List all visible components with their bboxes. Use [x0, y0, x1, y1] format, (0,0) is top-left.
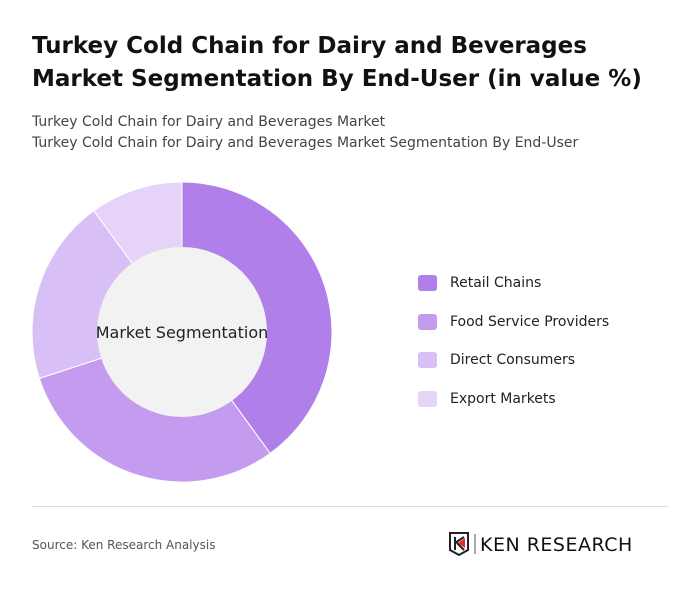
logo-text: KEN RESEARCH	[480, 534, 633, 556]
legend-item: Food Service Providers	[418, 303, 609, 342]
donut-chart: Market Segmentation	[31, 181, 333, 483]
chart-subtitle: Turkey Cold Chain for Dairy and Beverage…	[32, 114, 386, 130]
legend-item: Direct Consumers	[418, 341, 609, 380]
source-note: Source: Ken Research Analysis	[32, 538, 216, 552]
donut-hole	[97, 247, 267, 417]
chart-subtitle-2: Turkey Cold Chain for Dairy and Beverage…	[32, 135, 579, 151]
legend-label: Direct Consumers	[450, 352, 576, 369]
divider	[32, 506, 668, 507]
legend-swatch	[418, 313, 437, 330]
legend-item: Export Markets	[418, 380, 609, 419]
legend-label: Export Markets	[450, 390, 556, 407]
legend-swatch	[418, 275, 437, 292]
legend-item: Retail Chains	[418, 264, 609, 303]
legend-swatch	[418, 352, 437, 369]
center-label: Market Segmentation	[96, 323, 269, 342]
chart-title: Turkey Cold Chain for Dairy and Beverage…	[32, 33, 642, 92]
legend-swatch	[418, 390, 437, 407]
legend: Retail Chains Food Service Providers Direc…	[418, 264, 609, 418]
legend-label: Retail Chains	[450, 275, 542, 292]
ken-research-logo: KEN RESEARCH	[449, 532, 633, 557]
legend-label: Food Service Providers	[450, 313, 610, 330]
